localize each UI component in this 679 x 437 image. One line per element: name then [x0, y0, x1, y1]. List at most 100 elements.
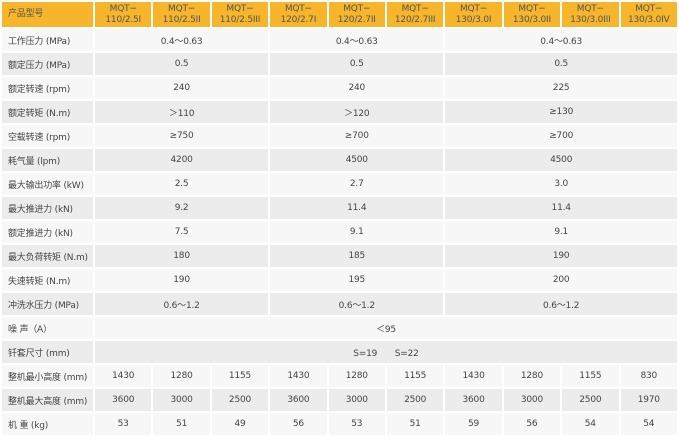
model-value: 1430	[268, 363, 329, 389]
group-value: 0.4～0.63	[443, 27, 679, 53]
table-row: 空载转速 (rpm) ≥750 ≥700 ≥700	[0, 123, 679, 149]
model-value: 1155	[560, 363, 621, 389]
model-value: 51	[151, 411, 212, 437]
model-code: 120/2.7III	[394, 14, 436, 25]
model-value: 53	[92, 411, 154, 437]
model-prefix: MQT−	[168, 3, 196, 14]
model-prefix: MQT−	[635, 3, 663, 14]
model-header: MQT− 120/2.7II	[326, 0, 387, 29]
row-label: 额定转速 (rpm)	[0, 75, 95, 101]
group-value: 190	[443, 243, 679, 269]
model-value: 1155	[384, 363, 446, 389]
model-value: 3600	[92, 387, 154, 413]
model-prefix: MQT−	[459, 3, 488, 14]
model-value: 49	[209, 411, 271, 437]
group-value: ≥750	[92, 123, 271, 149]
model-value: 1280	[326, 363, 387, 389]
group-value: 9.2	[92, 195, 271, 221]
group-value: 7.5	[92, 219, 271, 245]
model-code: 130/3.0III	[570, 14, 611, 25]
model-header: MQT− 120/2.7I	[268, 0, 329, 29]
row-label: 最大推进力 (kN)	[0, 195, 95, 221]
model-code: 110/2.5III	[219, 14, 261, 25]
row-label: 最大输出功率 (kW)	[0, 171, 95, 197]
table-row: 工作压力 (MPa) 0.4～0.63 0.4～0.63 0.4～0.63	[0, 27, 679, 53]
model-value: 51	[384, 411, 446, 437]
group-value: 0.5	[443, 51, 679, 77]
model-code: 130/3.0IV	[627, 14, 670, 25]
row-label: 额定推进力 (kN)	[0, 219, 95, 245]
table-row: 额定转矩 (N.m) ＞110 ＞120 ≥130	[0, 99, 679, 125]
group-value: ≥700	[268, 123, 446, 149]
group-value: 0.4～0.63	[92, 27, 271, 53]
model-value: 1280	[151, 363, 212, 389]
group-value: 0.6～1.2	[443, 291, 679, 317]
group-value: 0.4～0.63	[268, 27, 446, 53]
row-label: 耗气量 (lpm)	[0, 147, 95, 173]
header-row: 产品型号 MQT− 110/2.5I MQT− 110/2.5II MQT− 110/2.…	[0, 0, 679, 29]
model-value: 2500	[209, 387, 271, 413]
row-label: 整机最小高度 (mm)	[0, 363, 95, 389]
model-value: 1280	[501, 363, 563, 389]
table-row: 最大负荷转矩 (N.m) 180 185 190	[0, 243, 679, 269]
group-value: 0.5	[268, 51, 446, 77]
table-row: 失速转矩 (N.m) 190 195 200	[0, 267, 679, 293]
row-label: 失速转矩 (N.m)	[0, 267, 95, 293]
model-prefix: MQT−	[576, 3, 604, 14]
table-row: 整机最小高度 (mm) 1430 1280 1155 1430 1280 1155 1430 1…	[0, 363, 679, 389]
group-value: 3.0	[443, 171, 679, 197]
group-value: 4200	[92, 147, 271, 173]
group-value: ≥130	[443, 99, 679, 125]
model-value: 53	[326, 411, 387, 437]
model-header: MQT− 110/2.5I	[92, 0, 154, 29]
model-value: 1155	[209, 363, 271, 389]
model-code: 110/2.5II	[162, 14, 201, 25]
model-value: 1970	[618, 387, 679, 413]
model-value: 2500	[560, 387, 621, 413]
row-label: 工作压力 (MPa)	[0, 27, 95, 53]
group-value: 11.4	[268, 195, 446, 221]
model-code: 130/3.0I	[455, 14, 492, 25]
model-header: MQT− 130/3.0I	[443, 0, 504, 29]
group-value: 190	[92, 267, 271, 293]
group-value: ＞110	[92, 99, 271, 125]
group-value: 4500	[268, 147, 446, 173]
table-row: 机 重 (kg) 53 51 49 56 53 51 59 56 54 54	[0, 411, 679, 437]
table-row: 噪 声（A） ＜95	[0, 315, 679, 341]
group-value: 11.4	[443, 195, 679, 221]
model-code: 130/3.0II	[512, 14, 551, 25]
model-prefix: MQT−	[284, 3, 312, 14]
row-label: 冲洗水压力 (MPa)	[0, 291, 95, 317]
table-row: 钎套尺寸 (mm) S=19 S=22	[0, 339, 679, 365]
span-value: S=19 S=22	[93, 339, 679, 365]
group-value: 0.5	[92, 51, 271, 77]
model-value: 1430	[443, 363, 504, 389]
group-value: 195	[268, 267, 446, 293]
table-row: 额定转速 (rpm) 240 240 225	[0, 75, 679, 101]
group-value: 0.6～1.2	[268, 291, 446, 317]
table-row: 耗气量 (lpm) 4200 4500 4500	[0, 147, 679, 173]
model-value: 54	[560, 411, 621, 437]
row-label: 额定压力 (MPa)	[0, 51, 95, 77]
group-value: ＞120	[268, 99, 446, 125]
row-label: 机 重 (kg)	[0, 411, 95, 437]
model-value: 54	[618, 411, 679, 437]
group-value: 240	[268, 75, 446, 101]
group-value: 2.7	[268, 171, 446, 197]
model-header: MQT− 120/2.7III	[384, 0, 446, 29]
table-row: 最大推进力 (kN) 9.2 11.4 11.4	[0, 195, 679, 221]
group-value: 2.5	[92, 171, 271, 197]
table-row: 整机最大高度 (mm) 3600 3000 2500 3600 3000 2500 3600 3…	[0, 387, 679, 413]
model-code: 120/2.7I	[280, 14, 317, 25]
header-label: 产品型号	[0, 0, 95, 29]
row-label: 噪 声（A）	[0, 315, 95, 341]
group-value: ≥700	[443, 123, 679, 149]
model-prefix: MQT−	[226, 3, 254, 14]
model-prefix: MQT−	[343, 3, 371, 14]
model-prefix: MQT−	[518, 3, 546, 14]
model-value: 59	[443, 411, 504, 437]
model-value: 3000	[501, 387, 563, 413]
group-value: 240	[92, 75, 271, 101]
row-label: 整机最大高度 (mm)	[0, 387, 95, 413]
